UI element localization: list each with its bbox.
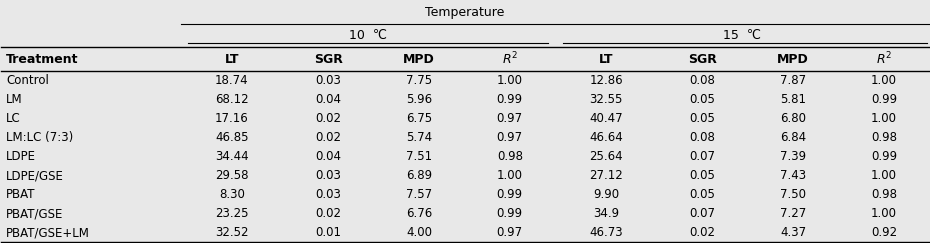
Text: PBAT/GSE+LM: PBAT/GSE+LM bbox=[7, 226, 90, 239]
Text: 0.99: 0.99 bbox=[870, 93, 897, 106]
Text: 7.57: 7.57 bbox=[405, 188, 432, 201]
Text: 0.08: 0.08 bbox=[689, 131, 715, 144]
Text: 0.97: 0.97 bbox=[497, 226, 523, 239]
Text: 10  ℃: 10 ℃ bbox=[349, 29, 387, 42]
Text: 23.25: 23.25 bbox=[215, 207, 248, 220]
Text: PBAT/GSE: PBAT/GSE bbox=[7, 207, 63, 220]
Text: 1.00: 1.00 bbox=[870, 207, 897, 220]
Text: 0.07: 0.07 bbox=[689, 150, 715, 163]
Text: LM: LM bbox=[7, 93, 23, 106]
Text: $\mathit{R}^{2}$: $\mathit{R}^{2}$ bbox=[876, 51, 892, 67]
Text: 15  ℃: 15 ℃ bbox=[724, 29, 761, 42]
Text: 0.98: 0.98 bbox=[870, 188, 897, 201]
Text: 46.85: 46.85 bbox=[215, 131, 248, 144]
Text: 25.64: 25.64 bbox=[590, 150, 623, 163]
Text: 29.58: 29.58 bbox=[215, 169, 248, 182]
Text: 0.03: 0.03 bbox=[315, 188, 341, 201]
Text: 12.86: 12.86 bbox=[590, 74, 623, 87]
Text: SGR: SGR bbox=[313, 52, 342, 66]
Text: LDPE: LDPE bbox=[7, 150, 36, 163]
Text: 0.02: 0.02 bbox=[689, 226, 715, 239]
Text: 0.03: 0.03 bbox=[315, 169, 341, 182]
Text: Control: Control bbox=[7, 74, 49, 87]
Text: LC: LC bbox=[7, 112, 21, 125]
Text: 7.51: 7.51 bbox=[405, 150, 432, 163]
Text: 0.98: 0.98 bbox=[870, 131, 897, 144]
Text: 0.08: 0.08 bbox=[689, 74, 715, 87]
Text: 6.80: 6.80 bbox=[780, 112, 806, 125]
Text: 1.00: 1.00 bbox=[497, 169, 523, 182]
Text: 0.99: 0.99 bbox=[497, 93, 523, 106]
Text: LM:LC (7:3): LM:LC (7:3) bbox=[7, 131, 73, 144]
Text: MPD: MPD bbox=[403, 52, 435, 66]
Text: 40.47: 40.47 bbox=[590, 112, 623, 125]
Text: 7.27: 7.27 bbox=[780, 207, 806, 220]
Text: 0.05: 0.05 bbox=[689, 112, 715, 125]
Text: 5.81: 5.81 bbox=[780, 93, 806, 106]
Text: $\mathit{R}^{2}$: $\mathit{R}^{2}$ bbox=[501, 51, 518, 67]
Text: 0.92: 0.92 bbox=[870, 226, 897, 239]
Text: 0.05: 0.05 bbox=[689, 93, 715, 106]
Text: 0.97: 0.97 bbox=[497, 112, 523, 125]
Text: 0.99: 0.99 bbox=[497, 207, 523, 220]
Text: 0.97: 0.97 bbox=[497, 131, 523, 144]
Text: 0.02: 0.02 bbox=[315, 207, 341, 220]
Text: 7.75: 7.75 bbox=[405, 74, 432, 87]
Text: 46.73: 46.73 bbox=[590, 226, 623, 239]
Text: 7.39: 7.39 bbox=[780, 150, 806, 163]
Text: 0.99: 0.99 bbox=[870, 150, 897, 163]
Text: 68.12: 68.12 bbox=[215, 93, 248, 106]
Text: Treatment: Treatment bbox=[7, 52, 79, 66]
Text: 0.98: 0.98 bbox=[497, 150, 523, 163]
Text: 1.00: 1.00 bbox=[497, 74, 523, 87]
Text: 32.52: 32.52 bbox=[215, 226, 248, 239]
Text: 1.00: 1.00 bbox=[870, 112, 897, 125]
Text: 27.12: 27.12 bbox=[590, 169, 623, 182]
Text: Temperature: Temperature bbox=[425, 6, 505, 19]
Text: 5.96: 5.96 bbox=[405, 93, 432, 106]
Text: LT: LT bbox=[599, 52, 614, 66]
Text: 0.99: 0.99 bbox=[497, 188, 523, 201]
Text: 0.07: 0.07 bbox=[689, 207, 715, 220]
Text: LT: LT bbox=[225, 52, 239, 66]
Text: 34.9: 34.9 bbox=[593, 207, 619, 220]
Text: 6.75: 6.75 bbox=[405, 112, 432, 125]
Text: 6.84: 6.84 bbox=[780, 131, 806, 144]
Text: 9.90: 9.90 bbox=[593, 188, 619, 201]
Text: 7.87: 7.87 bbox=[780, 74, 806, 87]
Text: 17.16: 17.16 bbox=[215, 112, 249, 125]
Text: 18.74: 18.74 bbox=[215, 74, 248, 87]
Text: 0.04: 0.04 bbox=[315, 93, 341, 106]
Text: 1.00: 1.00 bbox=[870, 169, 897, 182]
Text: 0.02: 0.02 bbox=[315, 131, 341, 144]
Text: 6.89: 6.89 bbox=[405, 169, 432, 182]
Text: 5.74: 5.74 bbox=[405, 131, 432, 144]
Text: 7.50: 7.50 bbox=[780, 188, 806, 201]
Text: 0.05: 0.05 bbox=[689, 169, 715, 182]
Text: PBAT: PBAT bbox=[7, 188, 35, 201]
Text: 4.00: 4.00 bbox=[406, 226, 432, 239]
Text: SGR: SGR bbox=[688, 52, 717, 66]
Text: 34.44: 34.44 bbox=[215, 150, 248, 163]
Text: 1.00: 1.00 bbox=[870, 74, 897, 87]
Text: 6.76: 6.76 bbox=[405, 207, 432, 220]
Text: 0.01: 0.01 bbox=[315, 226, 341, 239]
Text: 4.37: 4.37 bbox=[780, 226, 806, 239]
Text: MPD: MPD bbox=[777, 52, 809, 66]
Text: 7.43: 7.43 bbox=[780, 169, 806, 182]
Text: 0.05: 0.05 bbox=[689, 188, 715, 201]
Text: 46.64: 46.64 bbox=[590, 131, 623, 144]
Text: 0.02: 0.02 bbox=[315, 112, 341, 125]
Text: 8.30: 8.30 bbox=[219, 188, 245, 201]
Text: 0.04: 0.04 bbox=[315, 150, 341, 163]
Text: 32.55: 32.55 bbox=[590, 93, 623, 106]
Text: LDPE/GSE: LDPE/GSE bbox=[7, 169, 64, 182]
Text: 0.03: 0.03 bbox=[315, 74, 341, 87]
